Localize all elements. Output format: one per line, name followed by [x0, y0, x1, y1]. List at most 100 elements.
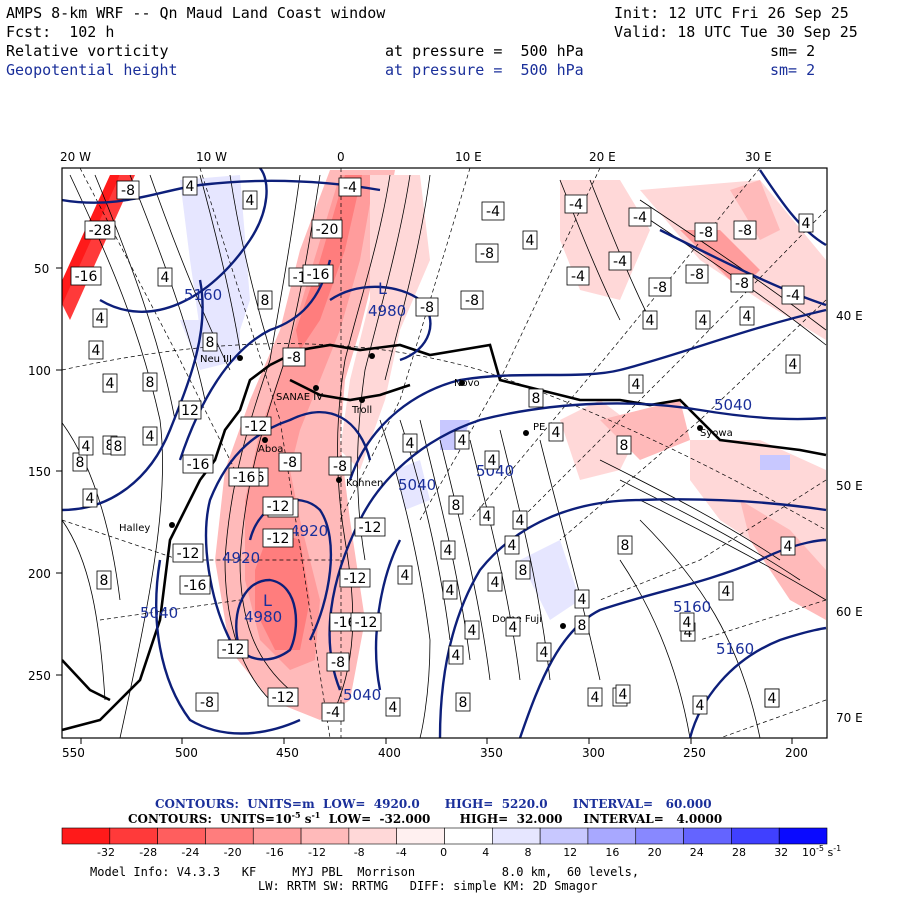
vorticity-label-box — [102, 373, 118, 393]
vorticity-label: 4 — [619, 687, 628, 703]
bottom-axis-label: 450 — [276, 746, 299, 760]
map-frame — [61, 167, 828, 739]
vorticity-label: -28 — [89, 223, 112, 239]
vorticity-label: 4 — [86, 491, 95, 507]
place-label: Troll — [351, 405, 372, 416]
vorticity-label-box — [785, 354, 801, 374]
axis-ticks — [56, 267, 793, 744]
vorticity-label: -8 — [420, 300, 434, 316]
vorticity-label-box — [92, 308, 108, 328]
vorticity-label: 4 — [483, 509, 492, 525]
colorbar-tick-label: -4 — [396, 846, 407, 859]
vorticity-label: 4 — [82, 439, 91, 455]
vorticity-label: 4 — [452, 648, 461, 664]
colorbar-tick-label: -20 — [224, 846, 242, 859]
vorticity-label: 4 — [722, 584, 731, 600]
vorticity-label-box — [464, 620, 480, 640]
vorticity-label: 4 — [508, 538, 517, 554]
vorticity-label-box — [415, 297, 439, 317]
field2-name: Geopotential height — [6, 61, 178, 79]
colorbar-tick-label: 20 — [648, 846, 662, 859]
vorticity-label-box — [402, 433, 418, 453]
vorticity-label-box — [116, 180, 140, 200]
height-label: 5040 — [398, 476, 436, 494]
low-marker: L — [378, 279, 387, 298]
vorticity-label-box — [616, 435, 632, 455]
vorticity-label-box — [780, 536, 796, 556]
vorticity-label-box — [679, 612, 695, 632]
vorticity-label: -12 — [177, 546, 200, 562]
colorbar-tick-label: 8 — [525, 846, 532, 859]
vorticity-label: 4 — [552, 425, 561, 441]
vorticity-label-box — [685, 264, 709, 284]
vorticity-label: 8 — [620, 438, 629, 454]
vorticity-label-box — [487, 572, 503, 592]
vorticity-label-box — [587, 687, 603, 707]
vorticity-label: -8 — [331, 655, 345, 671]
colorbar-unit: 10-5 s-1 — [802, 844, 841, 859]
bottom-axis-label: 200 — [785, 746, 808, 760]
vorticity-label-box — [240, 416, 272, 436]
vorticity-label: 4 — [186, 179, 195, 195]
vorticity-label-box — [182, 176, 198, 196]
vorticity-label: 4 — [789, 357, 798, 373]
vorticity-label-box — [142, 426, 158, 446]
vorticity-label: -8 — [287, 350, 301, 366]
vorticity-label: 4 — [516, 513, 525, 529]
height-label: 5160 — [716, 640, 754, 658]
vorticity-labels: -8 -28 -16 -12 -20 -16 -8 -12 -8 -4 -4 -8 -8 -4 -4 -8 -8… — [70, 176, 814, 722]
vorticity-label: -8 — [738, 223, 752, 239]
vorticity-label-box — [617, 535, 633, 555]
colorbar — [61, 827, 828, 845]
vorticity-label: 4 — [161, 270, 170, 286]
vorticity-label: 8 — [106, 438, 115, 454]
vorticity-label-box — [608, 251, 632, 271]
height-label: 5040 — [714, 396, 752, 414]
vorticity-label: 4 — [96, 311, 105, 327]
colorbar-swatch — [157, 827, 206, 845]
colorbar-swatch — [61, 827, 111, 845]
vorticity-label: -12 — [267, 499, 290, 515]
colorbar-tick-label: 32 — [774, 846, 788, 859]
field1-name: Relative vorticity — [6, 42, 169, 60]
left-axis-label: 200 — [28, 567, 51, 581]
forecast-hour: Fcst: 102 h — [6, 23, 115, 41]
init-time: Init: 12 UTC Fri 26 Sep 25 — [614, 4, 849, 22]
vorticity-label-box — [96, 570, 112, 590]
vorticity-label: 8 — [532, 391, 541, 407]
vorticity-label: -20 — [316, 222, 339, 238]
vorticity-label: 4 — [699, 313, 708, 329]
right-lon-label: 40 E — [836, 309, 863, 323]
colorbar-tick-label: -28 — [139, 846, 157, 859]
colorbar-tick-label: -24 — [181, 846, 199, 859]
vorticity-label: -16 — [75, 269, 98, 285]
place-label: SANAE IV — [276, 392, 323, 403]
vorticity-label-box — [397, 565, 413, 585]
vorticity-label: 4 — [684, 625, 693, 641]
vorticity-label: -4 — [326, 705, 340, 721]
vorticity-label: 8 — [578, 618, 587, 634]
vorticity-label: 8 — [459, 695, 468, 711]
vorticity-label-box — [195, 692, 219, 712]
colorbar-swatch — [539, 827, 589, 845]
vorticity-label-box — [615, 684, 631, 704]
vorticity-label-box — [481, 201, 505, 221]
place-label: Neu III — [200, 354, 232, 365]
vorticity-label-box — [566, 266, 590, 286]
colorbar-tick-label: 16 — [605, 846, 619, 859]
top-lon-label: 0 — [337, 150, 345, 164]
physics-info: LW: RRTM SW: RRTMG DIFF: simple KM: 2D S… — [258, 879, 598, 893]
vorticity-label: -12 — [344, 571, 367, 587]
vorticity-label: 4 — [444, 543, 453, 559]
vorticity-label: 4 — [106, 376, 115, 392]
vorticity-label: -4 — [786, 288, 800, 304]
vorticity-label: -12 — [267, 531, 290, 547]
top-lon-label: 10 E — [455, 150, 482, 164]
colorbar-tick-label: 12 — [563, 846, 577, 859]
left-axis-label: 250 — [28, 669, 51, 683]
vorticity-label: 4 — [768, 691, 777, 707]
place-label: Halley — [119, 523, 150, 534]
vorticity-label: -12 — [355, 615, 378, 631]
vorticity-label: 8 — [114, 439, 123, 455]
vorticity-label-box — [172, 543, 204, 563]
